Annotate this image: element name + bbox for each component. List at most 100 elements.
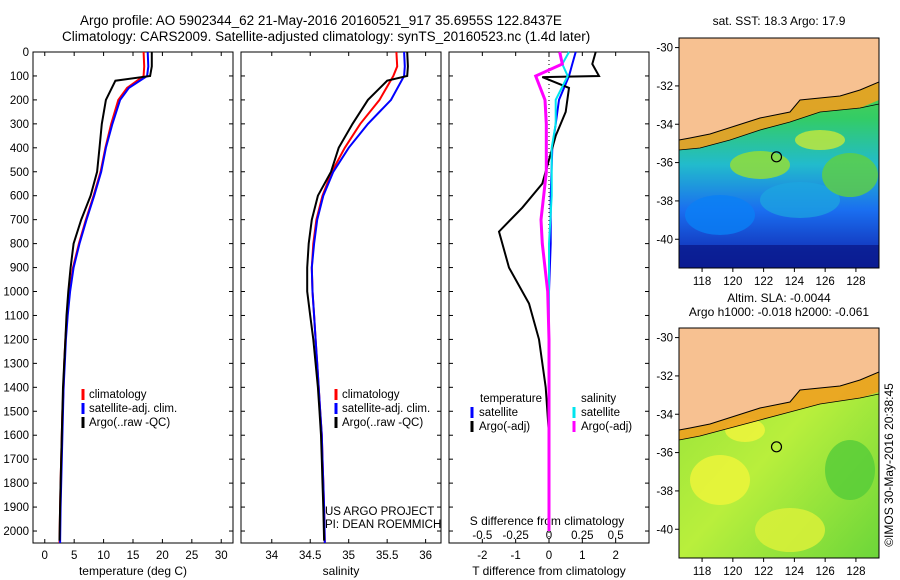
series-line-argo-raw-qc- (306, 51, 409, 541)
x-tick-label: 0 (546, 550, 552, 562)
temperature-panel: 0100200300400500600700800900100011001200… (3, 47, 234, 578)
x-tick-label: 5 (71, 550, 77, 562)
x-tick-label: 10 (97, 550, 110, 562)
map-x-tick-label: 124 (785, 566, 805, 578)
y-tick-label: 300 (10, 119, 29, 131)
map-y-tick-label: -36 (656, 448, 673, 460)
y-tick-label: 1900 (3, 502, 29, 514)
legend-label: satellite-adj. clim. (342, 403, 430, 415)
top-x-tick-label: -0.25 (503, 530, 529, 542)
project-annotation: PI: DEAN ROEMMICH (325, 519, 441, 531)
legend-label: satellite-adj. clim. (89, 403, 177, 415)
y-tick-label: 1000 (3, 287, 29, 299)
top-x-tick-label: -0.5 (472, 530, 492, 542)
y-tick-label: 700 (10, 215, 29, 227)
series-line-argo-raw-qc- (58, 52, 153, 541)
y-tick-label: 1200 (3, 334, 29, 346)
y-tick-label: 900 (10, 263, 29, 275)
x-axis-label: T difference from climatology (472, 564, 626, 578)
sla-map-subtitle: Argo h1000: -0.018 h2000: -0.061 (689, 305, 869, 319)
legend-label: satellite (479, 407, 518, 419)
y-tick-label: 1500 (3, 406, 29, 418)
y-tick-label: 1700 (3, 454, 29, 466)
series-line-s-argo-adj- (533, 51, 565, 531)
map-x-tick-label: 120 (723, 566, 742, 578)
series-line-climatology (310, 51, 399, 544)
sla-map-title: Altim. SLA: -0.0044 (727, 291, 831, 305)
map-x-tick-label: 118 (693, 566, 711, 578)
sst-land (679, 38, 879, 140)
x-tick-label: 35 (342, 550, 355, 562)
argo-position-marker (770, 441, 783, 453)
y-tick-label: 200 (10, 95, 29, 107)
sla-map: 118 120 122 124 126 128 -30 -32 -34 -36 -38 -40 Alt… (656, 291, 880, 578)
map-x-tick-label: 128 (846, 276, 865, 288)
x-tick-label: -1 (511, 550, 521, 562)
y-tick-label: 500 (10, 167, 29, 179)
x-tick-label: 34 (265, 550, 278, 562)
top-x-tick-label: 0.5 (608, 530, 624, 542)
x-tick-label: 25 (185, 550, 198, 562)
sst-map: 118 120 122 124 126 128 -30 -32 -34 -36 -38 -40 sat… (656, 14, 880, 288)
series-line-t-satellite (548, 51, 577, 531)
legend-label: Argo(..raw -QC) (342, 417, 423, 429)
map-x-tick-label: 124 (785, 276, 805, 288)
header-line2: Climatology: CARS2009. Satellite-adjuste… (62, 29, 591, 44)
map-y-tick-label: -30 (656, 333, 673, 345)
series-line-t-argo-adj- (497, 51, 601, 531)
salinity-panel: 34 34.5 35 35.5 36 salinity climatology satelli… (240, 51, 442, 578)
legend-title: temperature (480, 393, 542, 405)
argo-position-marker (770, 151, 783, 163)
map-x-tick-label: 118 (693, 276, 711, 288)
x-tick-label: 34.5 (299, 550, 321, 562)
y-tick-label: 400 (10, 143, 29, 155)
y-tick-label: 800 (10, 239, 29, 251)
legend-title: salinity (581, 393, 616, 405)
project-annotation: US ARGO PROJECT (325, 506, 434, 518)
series-line-s-satellite (548, 51, 570, 531)
y-tick-label: 1100 (4, 310, 29, 322)
y-tick-label: 1400 (3, 382, 29, 394)
x-axis-label: temperature (deg C) (79, 564, 187, 578)
legend-label: Argo(-adj) (479, 421, 530, 433)
map-x-tick-label: 128 (846, 566, 865, 578)
map-x-tick-label: 126 (816, 566, 835, 578)
top-x-axis-label: S difference from climatology (470, 514, 625, 528)
map-x-tick-label: 122 (754, 566, 773, 578)
y-tick-label: 100 (10, 71, 29, 83)
x-tick-label: 30 (215, 550, 228, 562)
x-tick-label: -2 (477, 550, 487, 562)
map-y-tick-label: -34 (656, 409, 673, 421)
map-y-tick-label: -30 (656, 43, 673, 55)
y-tick-label: 1800 (3, 478, 29, 490)
legend-label: climatology (342, 389, 400, 401)
top-x-tick-label: 0.25 (571, 530, 593, 542)
sla-land (679, 328, 879, 430)
x-tick-label: 15 (127, 550, 140, 562)
map-y-tick-label: -38 (656, 196, 673, 208)
map-x-tick-label: 126 (816, 276, 835, 288)
legend-label: Argo(..raw -QC) (89, 417, 170, 429)
plot-frame (240, 51, 442, 544)
y-tick-label: 1300 (3, 358, 29, 370)
y-tick-label: 1600 (3, 430, 29, 442)
x-tick-label: 2 (612, 550, 618, 562)
map-y-tick-label: -36 (656, 158, 673, 170)
plot-frame (32, 51, 234, 544)
y-tick-label: 600 (10, 191, 29, 203)
header-line1: Argo profile: AO 5902344_62 21-May-2016 … (80, 13, 562, 28)
y-tick-label: 0 (23, 47, 29, 59)
map-y-tick-label: -32 (656, 81, 673, 93)
y-tick-label: 2000 (3, 526, 29, 538)
map-y-tick-label: -38 (656, 486, 673, 498)
x-tick-label: 35.5 (376, 550, 398, 562)
map-y-tick-label: -34 (656, 119, 673, 131)
x-tick-label: 1 (579, 550, 585, 562)
x-axis-label: salinity (323, 564, 360, 578)
legend-label: Argo(-adj) (581, 421, 632, 433)
x-tick-label: 0 (42, 550, 48, 562)
top-x-tick-label: 0 (546, 530, 552, 542)
map-y-tick-label: -40 (656, 524, 673, 536)
sst-map-title: sat. SST: 18.3 Argo: 17.9 (713, 14, 846, 28)
